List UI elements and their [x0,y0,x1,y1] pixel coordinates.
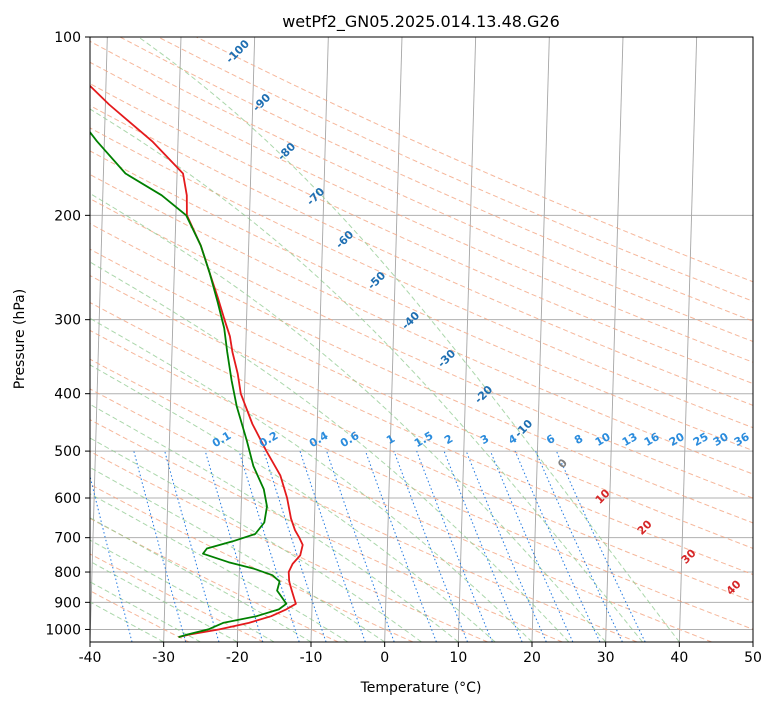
moist-adiabat-line [90,261,570,642]
moist-adiabat-line [137,37,680,642]
dry-adiabat-line [90,329,753,630]
mixing-ratio-line [365,450,437,642]
isotherm-line [531,37,550,642]
moist-adiabat-line [90,192,607,642]
y-tick-label: 200 [54,208,81,224]
mixing-ratio-line [443,450,523,642]
dry-adiabat-line [90,301,753,603]
y-tick-label: 700 [54,531,81,547]
y-tick-label: 300 [54,313,81,329]
mixing-ratio-line [133,450,187,642]
x-tick-label: -30 [152,650,175,666]
mixing-ratio-line [465,450,547,642]
plot-frame [89,36,754,643]
dry-adiabat-line [90,150,753,452]
profile-lines [90,84,304,638]
y-tick-label: 100 [54,30,81,46]
moist-adiabat-line [90,403,459,642]
moist-adiabat-line [90,581,201,642]
dewpoint-profile-line [90,130,288,638]
isotherm-line [310,37,329,642]
x-tick-label: 20 [523,650,541,666]
isotherm-line [457,37,477,642]
isotherm-line [605,37,624,642]
x-tick-label: 10 [449,650,467,666]
isotherm-line [163,37,182,642]
dry-adiabat-line [157,37,753,302]
mixing-ratio-line [90,474,133,642]
dry-adiabat-line [90,173,753,475]
x-tick-label: 40 [670,650,688,666]
moist-adiabat-line [90,437,422,642]
x-axis-title: Temperature (°C) [360,680,482,696]
mixing-ratio-line [238,450,300,642]
mixing-ratio-line [299,450,366,642]
dry-adiabat-line [90,223,753,524]
moist-adiabat-line [90,493,349,642]
x-tick-label: 0 [380,650,389,666]
y-axis-title: Pressure (hPa) [12,289,28,389]
dry-adiabat-line [196,37,753,283]
chart-title: wetPf2_GN05.2025.014.13.48.G26 [282,12,560,32]
isotherm-line [236,37,256,642]
mixing-ratio-line [416,450,493,642]
isotherm-line [678,37,698,642]
dry-adiabat-line [119,37,753,322]
mixing-ratio-line [263,450,327,642]
y-tick-label: 600 [54,491,81,507]
y-tick-label: 1000 [45,622,81,638]
mixing-ratio-line [326,450,395,642]
x-tick-label: -40 [79,650,102,666]
dry-adiabat-line [90,590,190,642]
moist-adiabat-line [90,517,312,642]
dry-adiabat-line [90,198,753,499]
dry-adiabat-line [90,450,488,642]
x-tick-label: -10 [300,650,323,666]
axes: -40 -30 -20 -10 0 10 20 30 40 50 100 200 300 400 500 60… [45,30,762,666]
mixing-ratio-line [164,450,220,642]
mixing-ratio-line [204,450,264,642]
mixing-ratio-line [393,450,468,642]
y-tick-label: 500 [54,444,81,460]
dry-adiabat-line [90,248,753,549]
isotherm-line [384,37,403,642]
moist-adiabat-line [90,364,496,642]
x-tick-label: 50 [744,650,762,666]
dry-adiabat-line [90,483,414,642]
x-tick-label: 30 [597,650,615,666]
temperature-profile-line [90,84,304,638]
y-tick-label: 800 [54,565,81,581]
y-tick-label: 900 [54,595,81,611]
mixing-ratio-line [489,450,574,642]
moist-adiabat-line [90,108,643,642]
x-tick-label: -20 [226,650,249,666]
dry-adiabat-line [90,419,563,642]
dry-adiabat-line [90,358,712,642]
y-tick-label: 400 [54,387,81,403]
isotherm-line [90,37,108,642]
background-lines [90,37,753,642]
dry-adiabat-line [90,40,753,343]
